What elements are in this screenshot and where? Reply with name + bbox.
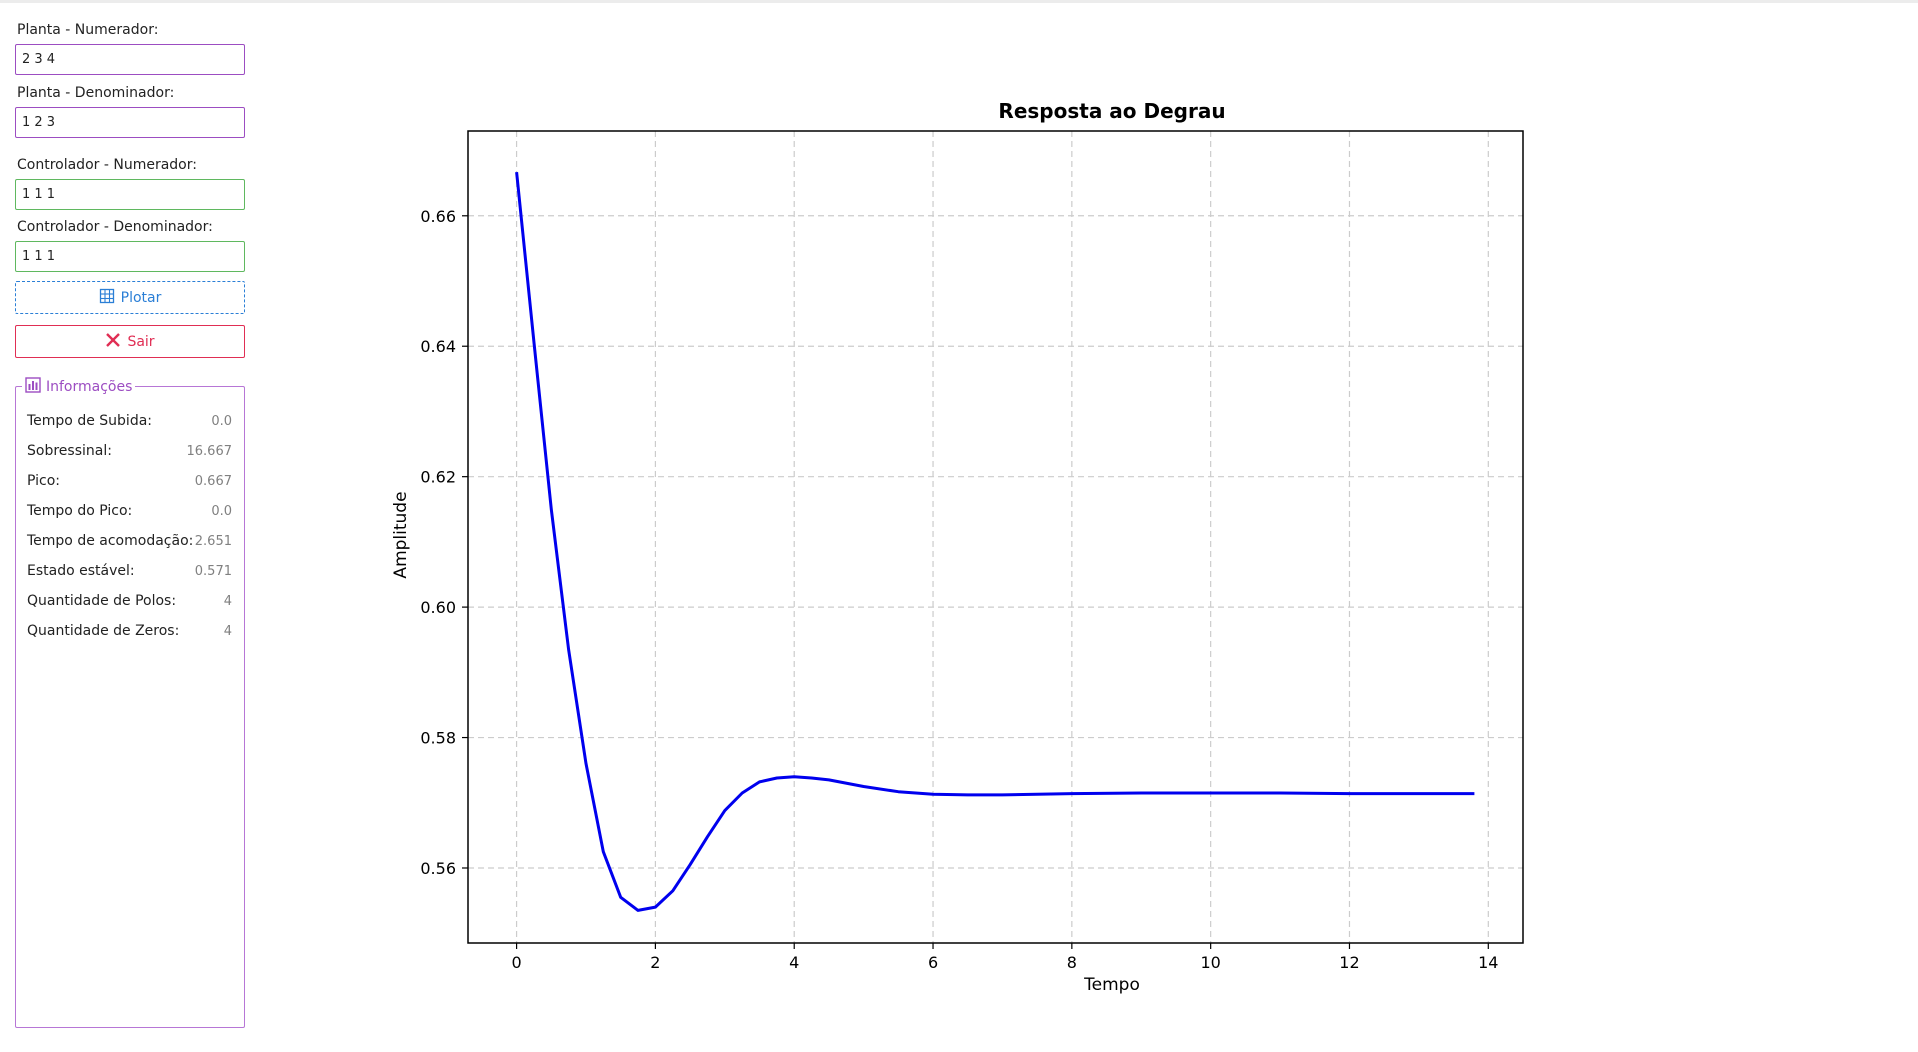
- exit-button-label: Sair: [127, 333, 155, 350]
- x-axis-label: Tempo: [1083, 975, 1140, 995]
- y-tick-label: 0.58: [420, 729, 456, 748]
- info-row-zero-count: Quantidade de Zeros: 4: [27, 621, 232, 641]
- info-label: Estado estável:: [27, 563, 135, 579]
- info-row-pole-count: Quantidade de Polos: 4: [27, 591, 232, 611]
- info-panel: Informações Tempo de Subida: 0.0 Sobress…: [15, 377, 245, 1028]
- y-axis-label: Amplitude: [391, 491, 411, 578]
- exit-button[interactable]: Sair: [15, 325, 245, 358]
- y-tick-label: 0.66: [420, 207, 456, 226]
- info-value: 16.667: [186, 443, 233, 459]
- x-tick-label: 0: [511, 953, 521, 972]
- info-row-peak-time: Tempo do Pico: 0.0: [27, 501, 232, 521]
- y-tick-label: 0.56: [420, 859, 456, 878]
- info-row-overshoot: Sobressinal: 16.667: [27, 441, 232, 461]
- x-tick-label: 6: [928, 953, 938, 972]
- bar-chart-icon: [25, 377, 41, 397]
- close-x-icon: [105, 332, 121, 352]
- chart-title: Resposta ao Degrau: [998, 99, 1225, 123]
- controller-numerator-input[interactable]: [15, 179, 245, 210]
- controller-denominator-input[interactable]: [15, 241, 245, 272]
- info-row-steady-state: Estado estável: 0.571: [27, 561, 232, 581]
- info-value: 0.0: [211, 413, 232, 429]
- plant-numerator-label: Planta - Numerador:: [17, 22, 159, 38]
- info-row-settling-time: Tempo de acomodação: 2.651: [27, 531, 232, 551]
- info-value: 0.0: [211, 503, 232, 519]
- info-title-text: Informações: [46, 379, 133, 395]
- plot-button[interactable]: Plotar: [15, 281, 245, 314]
- x-tick-label: 8: [1067, 953, 1077, 972]
- info-label: Tempo de Subida:: [27, 413, 152, 429]
- x-tick-label: 2: [650, 953, 660, 972]
- info-label: Tempo de acomodação:: [27, 533, 194, 549]
- info-label: Tempo do Pico:: [27, 503, 133, 519]
- x-tick-label: 10: [1200, 953, 1220, 972]
- info-label: Quantidade de Zeros:: [27, 623, 180, 639]
- info-value: 4: [223, 593, 232, 609]
- info-value: 0.571: [194, 563, 232, 579]
- info-row-peak: Pico: 0.667: [27, 471, 232, 491]
- info-panel-title: Informações: [22, 377, 136, 397]
- controller-numerator-label: Controlador - Numerador:: [17, 157, 197, 173]
- info-value: 0.667: [194, 473, 232, 489]
- plant-denominator-label: Planta - Denominador:: [17, 85, 175, 101]
- x-tick-label: 12: [1339, 953, 1359, 972]
- info-value: 4: [223, 623, 232, 639]
- y-tick-label: 0.60: [420, 598, 456, 617]
- info-label: Sobressinal:: [27, 443, 112, 459]
- grid-chart-icon: [99, 288, 115, 308]
- plot-button-label: Plotar: [120, 289, 162, 306]
- plant-numerator-input[interactable]: [15, 44, 245, 75]
- plant-denominator-input[interactable]: [15, 107, 245, 138]
- plot-frame: [467, 130, 1524, 944]
- info-label: Pico:: [27, 473, 61, 489]
- window-top-border: [0, 0, 1918, 3]
- info-label: Quantidade de Polos:: [27, 593, 177, 609]
- x-tick-label: 4: [789, 953, 799, 972]
- info-row-rise-time: Tempo de Subida: 0.0: [27, 411, 232, 431]
- chart-svg: Resposta ao Degrau Tempo Amplitude 0 2 4 6 8…: [391, 99, 1524, 995]
- controller-denominator-label: Controlador - Denominador:: [17, 219, 213, 235]
- step-response-line: [515, 171, 1475, 912]
- step-response-chart: Resposta ao Degrau Tempo Amplitude 0 2 4 6 8…: [378, 90, 1778, 1010]
- y-tick-label: 0.64: [420, 337, 456, 356]
- y-tick-label: 0.62: [420, 468, 456, 487]
- x-tick-label: 14: [1478, 953, 1498, 972]
- info-value: 2.651: [194, 533, 232, 549]
